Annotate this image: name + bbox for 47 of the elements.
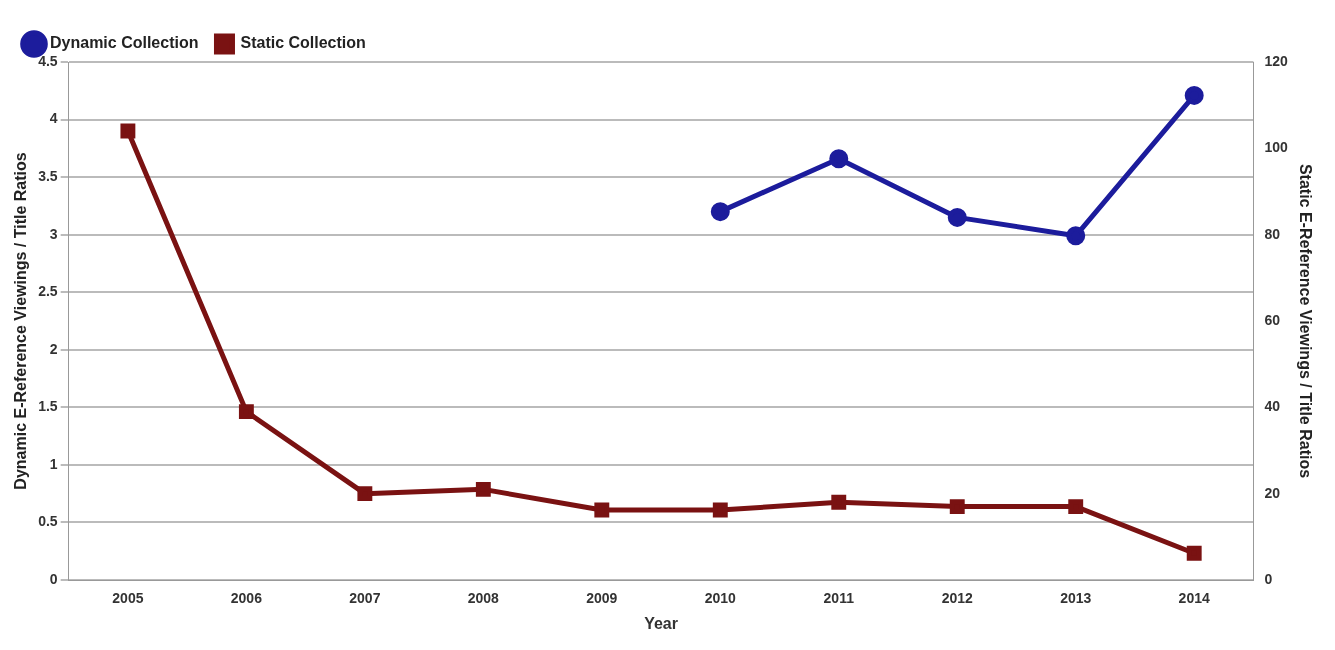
y-tick-label: 1 <box>49 455 58 472</box>
x-tick-label: 2013 <box>1060 590 1092 607</box>
x-tick-label: 2007 <box>349 590 381 607</box>
x-tick-label: 2006 <box>230 590 263 607</box>
y2-tick-label: 0 <box>1264 570 1273 587</box>
point <box>1184 85 1204 105</box>
y-tick-label: 2 <box>49 340 58 357</box>
point <box>594 502 610 518</box>
y-tick-label: 3.5 <box>38 167 58 184</box>
y-tick-label: 3 <box>49 225 58 242</box>
y2-tick-label: 40 <box>1264 398 1281 415</box>
y-tick-label: 1.5 <box>38 398 58 415</box>
y2-tick-label: 100 <box>1264 139 1289 156</box>
point <box>829 149 849 169</box>
y2-tick-label: 20 <box>1264 484 1281 501</box>
x-tick-label: 2009 <box>586 590 618 607</box>
y-axis-title: Dynamic E-Reference Viewings / Title Ratios <box>12 152 30 490</box>
point <box>1068 499 1084 515</box>
point <box>1066 226 1086 246</box>
legend-label: Static Collection <box>240 34 366 52</box>
x-tick-label: 2005 <box>112 590 144 607</box>
y2-tick-label: 80 <box>1264 225 1281 242</box>
y2-tick-label: 120 <box>1264 52 1289 69</box>
y2-tick-label: 60 <box>1264 311 1281 328</box>
point <box>712 502 728 518</box>
point <box>120 123 136 139</box>
x-tick-label: 2014 <box>1178 590 1210 607</box>
point <box>949 499 965 515</box>
y-tick-label: 0.5 <box>38 513 58 530</box>
point <box>475 481 491 497</box>
y-tick-label: 4 <box>49 110 58 127</box>
point <box>357 486 373 502</box>
x-axis-title: Year <box>644 614 678 632</box>
y-tick-label: 2.5 <box>38 283 58 300</box>
point <box>710 202 730 222</box>
point <box>947 207 967 227</box>
x-tick-label: 2008 <box>467 590 500 607</box>
y-tick-label: 0 <box>49 570 58 587</box>
point <box>238 404 254 420</box>
point <box>831 494 847 510</box>
point <box>1186 545 1202 561</box>
y2-axis-title: Static E-Reference Viewings / Title Ratios <box>1296 163 1314 479</box>
x-tick-label: 2011 <box>823 590 855 607</box>
legend-label: Dynamic Collection <box>50 34 199 52</box>
y-tick-label: 4.5 <box>38 52 58 69</box>
x-tick-label: 2010 <box>704 590 737 607</box>
x-tick-label: 2012 <box>941 590 974 607</box>
